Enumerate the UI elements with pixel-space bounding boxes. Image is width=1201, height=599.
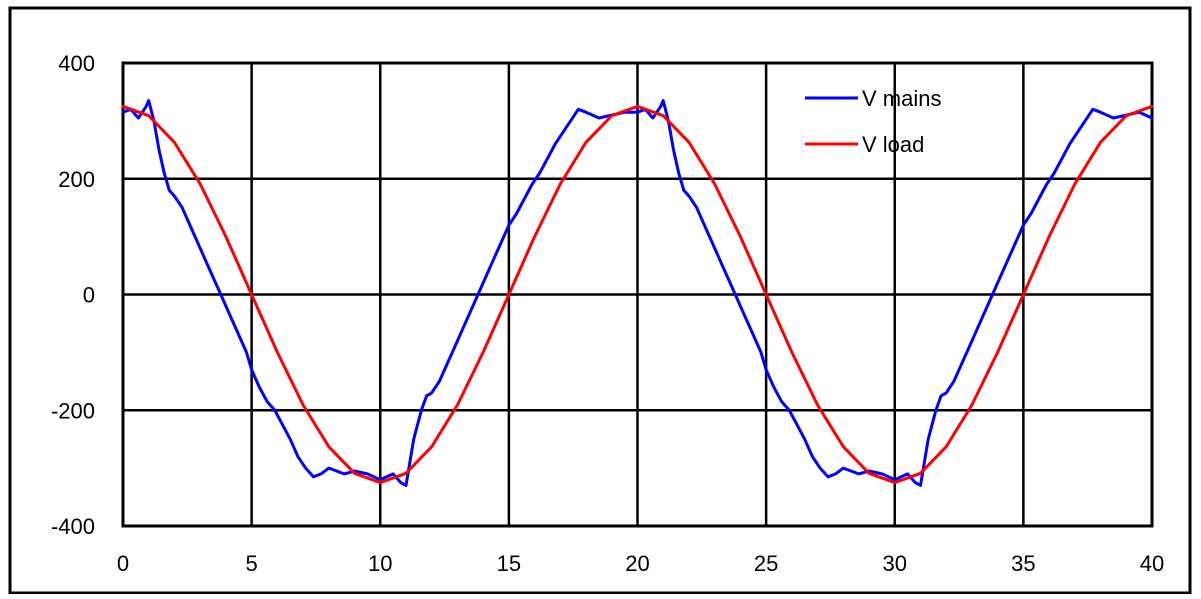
y-tick-label: -200: [51, 398, 95, 423]
x-axis-ticks: 0 5 10 15 20 25 30 35 40: [117, 551, 1164, 576]
legend-label: V load: [862, 132, 924, 157]
y-tick-label: 400: [58, 51, 95, 76]
x-tick-label: 5: [246, 551, 258, 576]
series-line-v-mains: [121, 99, 1154, 487]
legend: V mains V load: [805, 86, 941, 157]
x-tick-label: 20: [625, 551, 649, 576]
y-axis-ticks: -400 -200 0 200 400: [51, 51, 95, 539]
series-layer: [121, 99, 1154, 487]
x-tick-label: 15: [497, 551, 521, 576]
outer-border: [8, 6, 1192, 595]
x-tick-label: 0: [117, 551, 129, 576]
x-tick-label: 25: [754, 551, 778, 576]
x-tick-label: 30: [883, 551, 907, 576]
x-tick-label: 10: [368, 551, 392, 576]
plot-area-border: [121, 61, 1154, 528]
legend-label: V mains: [862, 86, 941, 111]
y-tick-label: -400: [51, 514, 95, 539]
y-tick-label: 200: [58, 167, 95, 192]
x-tick-label: 35: [1011, 551, 1035, 576]
x-tick-label: 40: [1140, 551, 1164, 576]
series-line-v-load: [121, 104, 1154, 485]
y-tick-label: 0: [83, 283, 95, 308]
